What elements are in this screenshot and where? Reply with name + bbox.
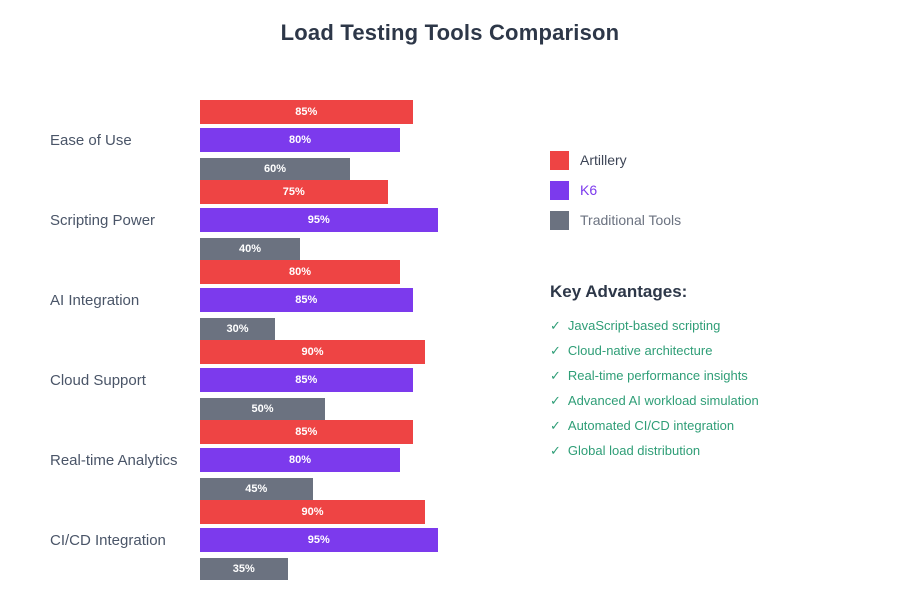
- bar-k6: 80%: [200, 448, 400, 472]
- bar-traditional-tools: 60%: [200, 158, 350, 180]
- bar-value-label: 85%: [295, 294, 318, 306]
- bar-value-label: 80%: [288, 266, 312, 278]
- check-icon: ✓: [550, 443, 561, 458]
- bar-value-label: 35%: [232, 563, 255, 575]
- advantage-item: ✓ Cloud-native architecture: [550, 338, 840, 363]
- bar-chart: Ease of Use Scripting Power AI Integration…: [50, 100, 800, 580]
- bar-traditional-tools: 40%: [200, 238, 300, 260]
- bar-value-label: 30%: [226, 323, 249, 335]
- bar-group: 85% 80% 45%: [200, 420, 800, 500]
- bar-artillery: 75%: [200, 180, 388, 204]
- bar-value-label: 60%: [263, 163, 287, 175]
- bar-artillery: 80%: [200, 260, 400, 284]
- bar-group: 80% 85% 30%: [200, 260, 800, 340]
- bar-group: 90% 85% 50%: [200, 340, 800, 420]
- bar-value-label: 90%: [301, 506, 324, 518]
- advantage-item: ✓ Advanced AI workload simulation: [550, 388, 840, 413]
- bar-artillery: 85%: [200, 100, 413, 124]
- legend-item-artillery: Artillery: [550, 150, 681, 170]
- advantage-item: ✓ JavaScript-based scripting: [550, 313, 840, 338]
- advantage-text: Global load distribution: [567, 443, 701, 458]
- bar-k6: 85%: [200, 368, 413, 392]
- advantage-text: Cloud-native architecture: [567, 343, 713, 358]
- advantage-text: JavaScript-based scripting: [567, 318, 721, 333]
- category-label: Ease of Use: [50, 131, 132, 149]
- bar-group: 75% 95% 40%: [200, 180, 800, 260]
- check-icon: ✓: [550, 368, 561, 383]
- check-icon: ✓: [550, 393, 561, 408]
- check-icon: ✓: [550, 343, 561, 358]
- legend-item-k6: K6: [550, 180, 681, 200]
- category-labels: Ease of Use Scripting Power AI Integration…: [50, 100, 200, 580]
- category-label: Real-time Analytics: [50, 451, 178, 469]
- bar-artillery: 90%: [200, 340, 425, 364]
- bar-traditional-tools: 30%: [200, 318, 275, 340]
- bar-value-label: 95%: [307, 534, 330, 546]
- advantage-item: ✓ Real-time performance insights: [550, 363, 840, 388]
- legend-label-k6: K6: [580, 182, 598, 198]
- check-icon: ✓: [550, 418, 561, 433]
- bar-value-label: 85%: [295, 426, 318, 438]
- key-advantages-heading: Key Advantages:: [550, 282, 688, 301]
- bar-k6: 95%: [200, 528, 438, 552]
- category-label: AI Integration: [50, 291, 140, 309]
- legend-label-traditional-tools: Traditional Tools: [580, 212, 682, 228]
- bar-k6: 85%: [200, 288, 413, 312]
- bar-traditional-tools: 50%: [200, 398, 325, 420]
- bar-group: 85% 80% 60%: [200, 100, 800, 180]
- bar-value-label: 45%: [245, 483, 268, 495]
- bar-traditional-tools: 45%: [200, 478, 313, 500]
- bar-value-label: 75%: [282, 186, 305, 198]
- advantage-item: ✓ Automated CI/CD integration: [550, 413, 840, 438]
- bar-value-label: 85%: [295, 374, 318, 386]
- category-label: CI/CD Integration: [50, 531, 166, 549]
- legend-swatch-traditional-tools: [550, 210, 569, 230]
- advantage-text: Advanced AI workload simulation: [567, 393, 759, 408]
- advantage-item: ✓ Global load distribution: [550, 438, 840, 463]
- bar-value-label: 40%: [238, 243, 262, 255]
- bar-value-label: 95%: [307, 214, 330, 226]
- key-advantages-list: ✓ JavaScript-based scripting ✓ Cloud-nativ…: [550, 313, 840, 463]
- legend: Artillery K6 Traditional Tools: [550, 150, 681, 240]
- category-label: Scripting Power: [50, 211, 156, 229]
- check-icon: ✓: [550, 318, 561, 333]
- key-advantages-panel: Key Advantages: ✓ JavaScript-based script…: [550, 282, 840, 463]
- page-title: Load Testing Tools Comparison: [280, 20, 620, 45]
- bar-groups: 85% 80% 60% 75% 95% 40% 80% 85% 30% 90% 85% 50% 85% 8…: [200, 100, 800, 580]
- bar-group: 90% 95% 35%: [200, 500, 800, 580]
- legend-item-traditional-tools: Traditional Tools: [550, 210, 681, 230]
- category-label: Cloud Support: [50, 371, 146, 389]
- bar-value-label: 80%: [288, 454, 312, 466]
- bar-value-label: 85%: [295, 106, 318, 118]
- bar-value-label: 80%: [288, 134, 312, 146]
- bar-value-label: 50%: [251, 403, 274, 415]
- bar-k6: 80%: [200, 128, 400, 152]
- legend-swatch-artillery: [550, 150, 569, 170]
- advantage-text: Real-time performance insights: [567, 368, 748, 383]
- bar-k6: 95%: [200, 208, 438, 232]
- legend-label-artillery: Artillery: [580, 152, 627, 168]
- legend-swatch-k6: [550, 180, 569, 200]
- bar-artillery: 90%: [200, 500, 425, 524]
- bar-value-label: 90%: [301, 346, 324, 358]
- bar-artillery: 85%: [200, 420, 413, 444]
- advantage-text: Automated CI/CD integration: [567, 418, 735, 433]
- bar-traditional-tools: 35%: [200, 558, 288, 580]
